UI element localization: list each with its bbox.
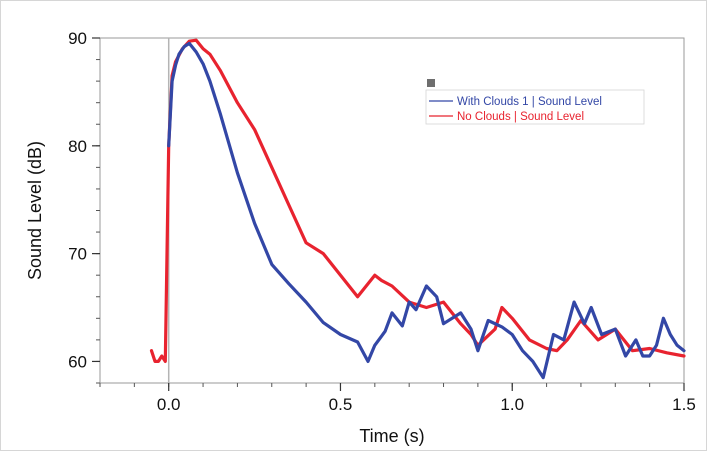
series-layer	[149, 38, 686, 380]
x-tick-label: 0.0	[157, 395, 181, 414]
y-tick-label: 70	[68, 245, 87, 264]
x-tick-label: 1.5	[672, 395, 696, 414]
axes-layer: 0.0 0.5 1.0 1.5 60 70 80 90	[68, 29, 696, 414]
series-line	[149, 38, 686, 363]
y-tick-label: 80	[68, 137, 87, 156]
legend-entry: With Clouds 1 | Sound Level	[457, 96, 602, 108]
y-tick-label: 60	[68, 352, 87, 371]
y-axis-title: Sound Level (dB)	[25, 141, 45, 280]
legend-box	[425, 89, 645, 125]
chart-legend[interactable]: With Clouds 1 | Sound Level No Clouds | S…	[425, 79, 645, 125]
x-tick-label: 0.5	[329, 395, 353, 414]
x-tick-label: 1.0	[500, 395, 524, 414]
legend-entry: No Clouds | Sound Level	[457, 111, 584, 123]
series-line	[167, 41, 686, 380]
y-tick-label: 90	[68, 29, 87, 48]
x-axis-title: Time (s)	[359, 426, 424, 446]
legend-toggle-icon[interactable]	[427, 79, 435, 87]
